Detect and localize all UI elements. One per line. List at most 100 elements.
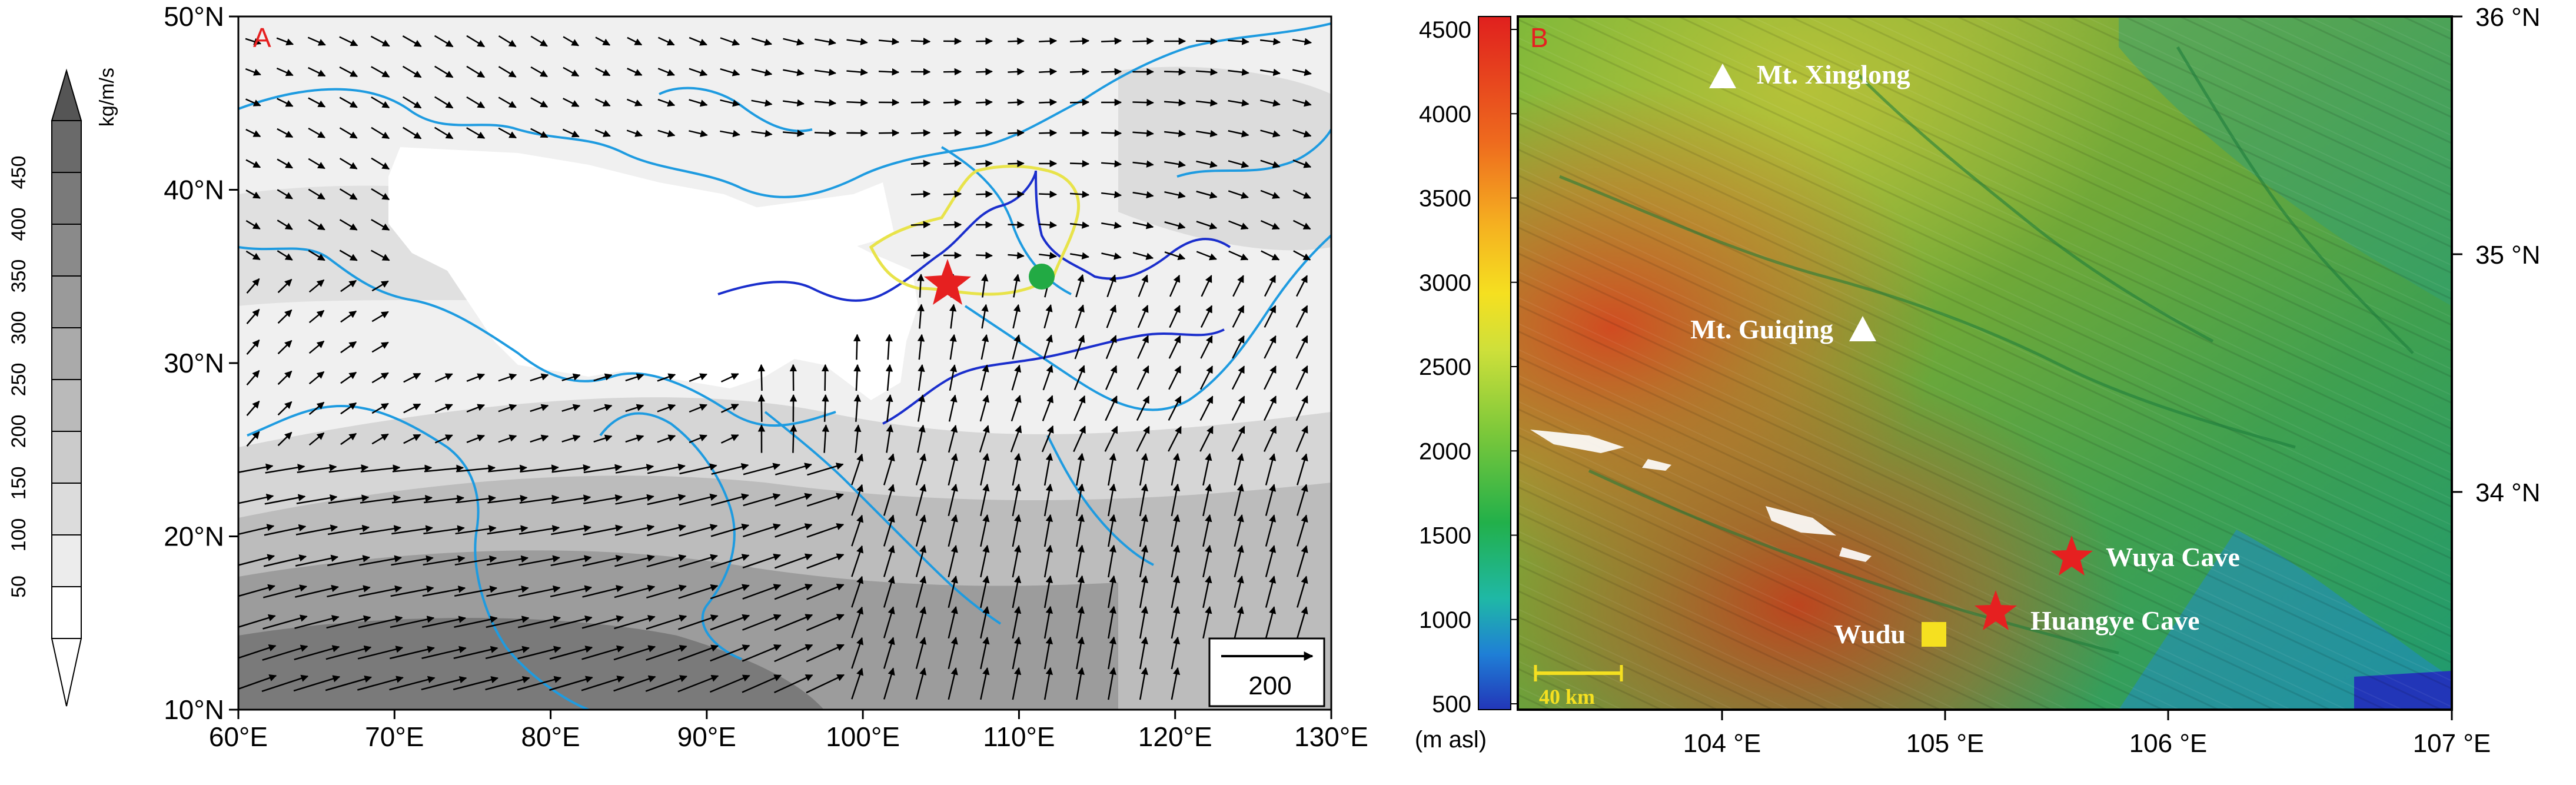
colorbar-a-bin bbox=[52, 172, 81, 224]
colorbar-b-tick-label: 3500 bbox=[1419, 186, 1471, 212]
panel-b-label: B bbox=[1530, 22, 1548, 53]
flux-vector-arrow bbox=[879, 133, 899, 134]
colorbar-a-tick-label: 50 bbox=[8, 576, 30, 598]
colorbar-a-upper-arrow bbox=[52, 71, 81, 121]
flux-vector-arrow bbox=[1039, 194, 1056, 195]
flux-vector-arrow bbox=[1164, 71, 1185, 72]
colorbar-a-tick-label: 300 bbox=[8, 311, 30, 345]
mt-guiqing-label: Mt. Guiqing bbox=[1690, 314, 1833, 344]
colorbar-a-bin bbox=[52, 276, 81, 328]
moisture-flux-colorbar bbox=[52, 71, 81, 706]
x-tick-label: 104 °E bbox=[1683, 729, 1761, 758]
x-tick-label: 106 °E bbox=[2129, 729, 2208, 758]
colorbar-a-tick-label: 450 bbox=[8, 156, 30, 189]
flux-vector-arrow bbox=[943, 163, 961, 164]
colorbar-b-tick-label: 2000 bbox=[1419, 438, 1471, 464]
colorbar-b-tick-label: 1500 bbox=[1419, 523, 1471, 549]
y-tick-label: 36 °N bbox=[2475, 3, 2541, 32]
colorbar-a-bin bbox=[52, 224, 81, 276]
x-tick-label: 130°E bbox=[1294, 721, 1368, 752]
flux-vector-arrow bbox=[1070, 102, 1089, 103]
panel-a-map: 200 A bbox=[230, 16, 1331, 710]
flux-vector-arrow bbox=[911, 132, 930, 133]
colorbar-b-tick-label: 4000 bbox=[1419, 101, 1471, 127]
wudu-square-icon bbox=[1922, 622, 1946, 647]
colorbar-a-tick-label: 250 bbox=[8, 363, 30, 397]
flux-vector-arrow bbox=[976, 255, 992, 256]
wudu-label: Wudu bbox=[1834, 619, 1906, 649]
y-tick-label: 30°N bbox=[164, 348, 224, 378]
flux-vector-arrow bbox=[911, 194, 930, 195]
x-tick-label: 60°E bbox=[209, 721, 268, 752]
colorbar-a-tick-label: 150 bbox=[8, 467, 30, 500]
elevation-colorbar bbox=[1478, 16, 1511, 710]
x-tick-label: 90°E bbox=[677, 721, 736, 752]
y-tick-label: 20°N bbox=[164, 521, 224, 552]
flux-vector-arrow bbox=[815, 132, 836, 134]
colorbar-a-tick-labels: 50 100 150 200 250 300 350 400 450 bbox=[8, 156, 30, 598]
flux-vector-arrow bbox=[976, 71, 992, 72]
flux-vector-arrow bbox=[846, 102, 867, 103]
colorbar-a-tick-label: 200 bbox=[8, 415, 30, 448]
colorbar-b-tick-label: 2500 bbox=[1419, 354, 1471, 380]
flux-vector-arrow bbox=[1008, 71, 1023, 72]
huangye-cave-label: Huangye Cave bbox=[2030, 606, 2200, 636]
colorbar-b-tick-label: 3000 bbox=[1419, 270, 1471, 296]
flux-vector-arrow bbox=[1070, 41, 1089, 42]
x-tick-label: 80°E bbox=[521, 721, 580, 752]
colorbar-a-tick-label: 100 bbox=[8, 518, 30, 552]
colorbar-a-bin bbox=[52, 328, 81, 380]
flux-vector-arrow bbox=[976, 132, 992, 133]
y-tick-label: 40°N bbox=[164, 175, 224, 205]
flux-vector-arrow bbox=[761, 365, 762, 391]
x-tick-label: 105 °E bbox=[1906, 729, 1985, 758]
site-circle-icon bbox=[1029, 264, 1055, 290]
flux-vector-arrow bbox=[1008, 41, 1023, 42]
flux-vector-arrow bbox=[911, 163, 930, 164]
flux-vector-arrow bbox=[911, 255, 930, 256]
x-tick-label: 110°E bbox=[983, 721, 1055, 752]
colorbar-a-bin bbox=[52, 431, 81, 483]
colorbar-a-bin bbox=[52, 587, 81, 638]
flux-vector-arrow bbox=[911, 102, 930, 103]
y-tick-label: 10°N bbox=[164, 694, 224, 725]
flux-vector-arrow bbox=[879, 71, 899, 72]
colorbar-b-tick-label: 1000 bbox=[1419, 607, 1471, 633]
colorbar-a-bin bbox=[52, 483, 81, 535]
flux-vector-arrow bbox=[1008, 132, 1023, 133]
flux-vector-arrow bbox=[1070, 71, 1089, 72]
flux-vector-arrow bbox=[825, 365, 826, 391]
panel-b-elevation-map: Mt. Xinglong Mt. Guiqing Wuya Cave Huang… bbox=[1518, 16, 2452, 710]
wuya-cave-label: Wuya Cave bbox=[2106, 542, 2240, 572]
x-tick-label: 70°E bbox=[365, 721, 424, 752]
x-tick-label: 100°E bbox=[826, 721, 900, 752]
flux-vector-arrow bbox=[1101, 132, 1121, 133]
colorbar-b-tick-label: 500 bbox=[1432, 691, 1471, 717]
flux-vector-arrow bbox=[911, 224, 930, 225]
colorbar-a-bin bbox=[52, 380, 81, 431]
colorbar-a-lower-arrow bbox=[52, 638, 81, 706]
panel-a-label: A bbox=[253, 22, 271, 53]
x-tick-label: 120°E bbox=[1138, 721, 1212, 752]
colorbar-a-tick-label: 400 bbox=[8, 208, 30, 241]
colorbar-a-bin bbox=[52, 121, 81, 172]
colorbar-b-unit: (m asl) bbox=[1415, 727, 1487, 753]
scale-bar-label: 40 km bbox=[1539, 685, 1595, 709]
colorbar-a-unit: kg/m/s bbox=[96, 68, 118, 127]
flux-vector-arrow bbox=[1132, 41, 1153, 42]
flux-vector-arrow bbox=[1039, 71, 1056, 72]
colorbar-b-tick-label: 4500 bbox=[1419, 17, 1471, 43]
y-tick-label: 50°N bbox=[164, 1, 224, 32]
flux-vector-arrow bbox=[1039, 133, 1056, 134]
flux-vector-arrow bbox=[976, 163, 992, 164]
mt-xinglong-label: Mt. Xinglong bbox=[1757, 59, 1910, 89]
y-tick-label: 35 °N bbox=[2475, 241, 2541, 270]
flux-vector-arrow bbox=[943, 132, 961, 133]
x-tick-label: 107 °E bbox=[2413, 729, 2491, 758]
y-tick-label: 34 °N bbox=[2475, 478, 2541, 507]
flux-vector-arrow bbox=[825, 395, 826, 422]
flux-vector-arrow bbox=[976, 194, 992, 195]
colorbar-a-tick-label: 350 bbox=[8, 260, 30, 293]
reference-vector-label: 200 bbox=[1248, 671, 1291, 700]
colorbar-a-bin bbox=[52, 535, 81, 587]
